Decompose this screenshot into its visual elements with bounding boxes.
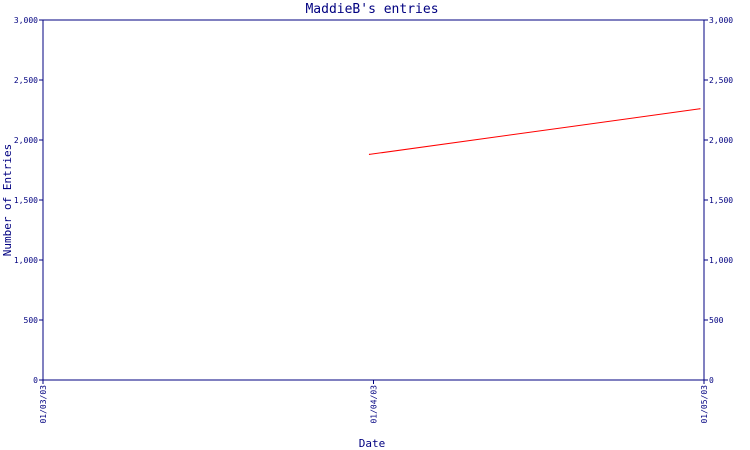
series-line — [369, 108, 701, 155]
data-point — [368, 153, 371, 155]
y-tick-label-right: 2,500 — [709, 76, 733, 85]
y-tick-label-left: 1,000 — [14, 256, 38, 265]
y-tick-label-left: 500 — [24, 316, 39, 325]
y-tick-label-left: 3,000 — [14, 16, 38, 25]
series-group — [368, 108, 701, 155]
y-axis-title: Number of Entries — [1, 144, 14, 257]
x-tick-label: 01/05/03 — [700, 385, 709, 424]
x-tick-label: 01/04/03 — [370, 385, 379, 424]
y-tick-label-left: 0 — [33, 376, 38, 385]
y-tick-label-right: 500 — [709, 316, 724, 325]
x-axis: 01/03/03 01/04/03 01/05/03 — [39, 380, 709, 424]
y-tick-label-right: 2,000 — [709, 136, 733, 145]
x-axis-title: Date — [359, 437, 386, 450]
y-tick-label-right: 1,000 — [709, 256, 733, 265]
y-tick-label-right: 1,500 — [709, 196, 733, 205]
data-point — [699, 108, 701, 110]
y-axis-left: 0 500 1,000 1,500 2,000 2,500 3,000 — [14, 16, 43, 385]
plot-area — [42, 19, 705, 381]
chart-title: MaddieB's entries — [305, 2, 438, 17]
y-tick-label-left: 1,500 — [14, 196, 38, 205]
y-tick-label-left: 2,000 — [14, 136, 38, 145]
y-tick-label-left: 2,500 — [14, 76, 38, 85]
y-tick-label-right: 0 — [709, 376, 714, 385]
y-tick-label-right: 3,000 — [709, 16, 733, 25]
x-tick-label: 01/03/03 — [39, 385, 48, 424]
y-axis-right: 0 500 1,000 1,500 2,000 2,500 3,000 — [704, 16, 733, 385]
